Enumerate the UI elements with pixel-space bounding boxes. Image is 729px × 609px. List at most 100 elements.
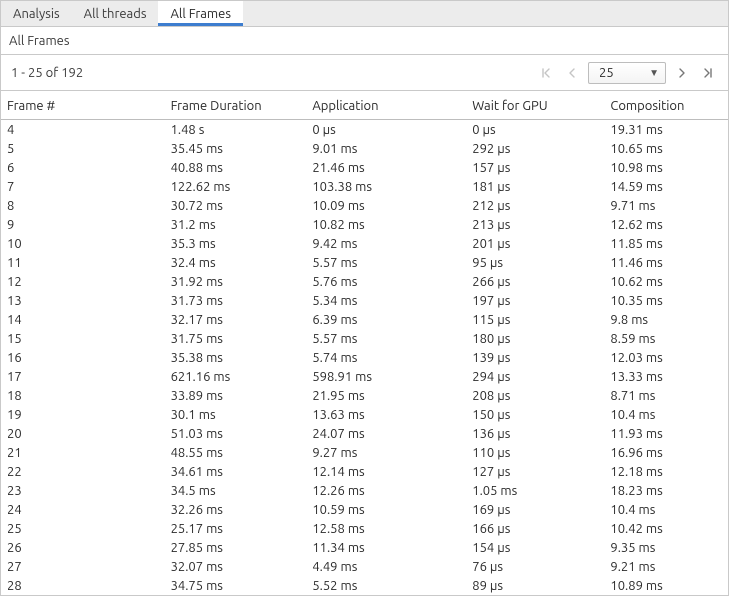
table-cell: 26 <box>1 538 165 557</box>
table-cell: 23 <box>1 481 165 500</box>
table-row[interactable]: 2148.55 ms9.27 ms110 µs16.96 ms <box>1 443 728 462</box>
table-row[interactable]: 1833.89 ms21.95 ms208 µs8.71 ms <box>1 386 728 405</box>
table-cell: 11.93 ms <box>604 424 728 443</box>
table-row[interactable]: 2432.26 ms10.59 ms169 µs10.4 ms <box>1 500 728 519</box>
table-row[interactable]: 1930.1 ms13.63 ms150 µs10.4 ms <box>1 405 728 424</box>
next-page-button[interactable] <box>672 63 692 83</box>
col-label: Application <box>312 99 378 113</box>
table-row[interactable]: 1635.38 ms5.74 ms139 µs12.03 ms <box>1 348 728 367</box>
table-cell: 27.85 ms <box>165 538 307 557</box>
table-row[interactable]: 41.48 s0 µs0 µs19.31 ms <box>1 120 728 140</box>
table-cell: 32.07 ms <box>165 557 307 576</box>
table-row[interactable]: 1331.73 ms5.34 ms197 µs10.35 ms <box>1 291 728 310</box>
table-cell: 294 µs <box>466 367 604 386</box>
table-cell: 34.75 ms <box>165 576 307 595</box>
table-cell: 27 <box>1 557 165 576</box>
table-cell: 10.59 ms <box>306 500 466 519</box>
last-page-icon <box>702 67 714 79</box>
table-row[interactable]: 931.2 ms10.82 ms213 µs12.62 ms <box>1 215 728 234</box>
table-cell: 19 <box>1 405 165 424</box>
table-cell: 12.18 ms <box>604 462 728 481</box>
table-cell: 13 <box>1 291 165 310</box>
table-cell: 12.62 ms <box>604 215 728 234</box>
frames-table-body: 41.48 s0 µs0 µs19.31 ms535.45 ms9.01 ms2… <box>1 120 728 596</box>
table-cell: 15 <box>1 329 165 348</box>
col-frame-number[interactable]: Frame # <box>1 91 165 120</box>
col-application[interactable]: Application <box>306 91 466 120</box>
table-cell: 31.92 ms <box>165 272 307 291</box>
table-row[interactable]: 2234.61 ms12.14 ms127 µs12.18 ms <box>1 462 728 481</box>
table-row[interactable]: 535.45 ms9.01 ms292 µs10.65 ms <box>1 139 728 158</box>
page-size-value: 25 <box>599 66 614 80</box>
table-cell: 9.35 ms <box>604 538 728 557</box>
tab-all-frames[interactable]: All Frames <box>158 1 243 26</box>
first-page-button[interactable] <box>536 63 556 83</box>
tab-label: All Frames <box>170 7 231 21</box>
table-cell: 4 <box>1 120 165 140</box>
table-cell: 11.46 ms <box>604 253 728 272</box>
table-row[interactable]: 17621.16 ms598.91 ms294 µs13.33 ms <box>1 367 728 386</box>
col-composition[interactable]: Composition <box>604 91 728 120</box>
prev-page-button[interactable] <box>562 63 582 83</box>
table-cell: 95 µs <box>466 253 604 272</box>
table-row[interactable]: 830.72 ms10.09 ms212 µs9.71 ms <box>1 196 728 215</box>
table-row[interactable]: 1132.4 ms5.57 ms95 µs11.46 ms <box>1 253 728 272</box>
table-cell: 10.42 ms <box>604 519 728 538</box>
table-row[interactable]: 1231.92 ms5.76 ms266 µs10.62 ms <box>1 272 728 291</box>
table-cell: 21 <box>1 443 165 462</box>
table-cell: 40.88 ms <box>165 158 307 177</box>
next-page-icon <box>677 67 687 79</box>
table-cell: 266 µs <box>466 272 604 291</box>
table-cell: 9.01 ms <box>306 139 466 158</box>
table-cell: 5.76 ms <box>306 272 466 291</box>
table-cell: 32.17 ms <box>165 310 307 329</box>
table-cell: 10.4 ms <box>604 405 728 424</box>
table-cell: 25.17 ms <box>165 519 307 538</box>
table-cell: 7 <box>1 177 165 196</box>
sub-header-label: All Frames <box>9 34 70 48</box>
table-cell: 0 µs <box>306 120 466 140</box>
col-frame-duration[interactable]: Frame Duration <box>165 91 307 120</box>
table-row[interactable]: 2525.17 ms12.58 ms166 µs10.42 ms <box>1 519 728 538</box>
tab-all-threads[interactable]: All threads <box>72 1 159 26</box>
col-wait-for-gpu[interactable]: Wait for GPU <box>466 91 604 120</box>
table-row[interactable]: 7122.62 ms103.38 ms181 µs14.59 ms <box>1 177 728 196</box>
table-row[interactable]: 1531.75 ms5.57 ms180 µs8.59 ms <box>1 329 728 348</box>
frames-table-head: Frame # Frame Duration Application Wait … <box>1 91 728 120</box>
table-cell: 51.03 ms <box>165 424 307 443</box>
table-cell: 24.07 ms <box>306 424 466 443</box>
table-row[interactable]: 2334.5 ms12.26 ms1.05 ms18.23 ms <box>1 481 728 500</box>
table-row[interactable]: 1432.17 ms6.39 ms115 µs9.8 ms <box>1 310 728 329</box>
table-cell: 14.59 ms <box>604 177 728 196</box>
top-tabs: Analysis All threads All Frames <box>1 1 728 27</box>
table-cell: 122.62 ms <box>165 177 307 196</box>
page-size-select[interactable]: 25 ▼ <box>588 62 666 84</box>
table-cell: 33.89 ms <box>165 386 307 405</box>
table-cell: 9.21 ms <box>604 557 728 576</box>
table-cell: 10.62 ms <box>604 272 728 291</box>
table-row[interactable]: 2627.85 ms11.34 ms154 µs9.35 ms <box>1 538 728 557</box>
table-row[interactable]: 2732.07 ms4.49 ms76 µs9.21 ms <box>1 557 728 576</box>
table-cell: 13.33 ms <box>604 367 728 386</box>
table-cell: 10.98 ms <box>604 158 728 177</box>
table-cell: 10.4 ms <box>604 500 728 519</box>
table-cell: 5.52 ms <box>306 576 466 595</box>
table-cell: 32.26 ms <box>165 500 307 519</box>
last-page-button[interactable] <box>698 63 718 83</box>
table-cell: 5.74 ms <box>306 348 466 367</box>
table-cell: 14 <box>1 310 165 329</box>
table-cell: 9.42 ms <box>306 234 466 253</box>
pagination-bar: 1 - 25 of 192 25 ▼ <box>1 55 728 91</box>
table-row[interactable]: 640.88 ms21.46 ms157 µs10.98 ms <box>1 158 728 177</box>
table-row[interactable]: 1035.3 ms9.42 ms201 µs11.85 ms <box>1 234 728 253</box>
table-cell: 20 <box>1 424 165 443</box>
table-row[interactable]: 2051.03 ms24.07 ms136 µs11.93 ms <box>1 424 728 443</box>
table-cell: 12.26 ms <box>306 481 466 500</box>
table-cell: 22 <box>1 462 165 481</box>
col-label: Frame Duration <box>171 99 262 113</box>
table-row[interactable]: 2834.75 ms5.52 ms89 µs10.89 ms <box>1 576 728 595</box>
table-cell: 35.45 ms <box>165 139 307 158</box>
table-cell: 157 µs <box>466 158 604 177</box>
table-cell: 11 <box>1 253 165 272</box>
tab-analysis[interactable]: Analysis <box>1 1 72 26</box>
